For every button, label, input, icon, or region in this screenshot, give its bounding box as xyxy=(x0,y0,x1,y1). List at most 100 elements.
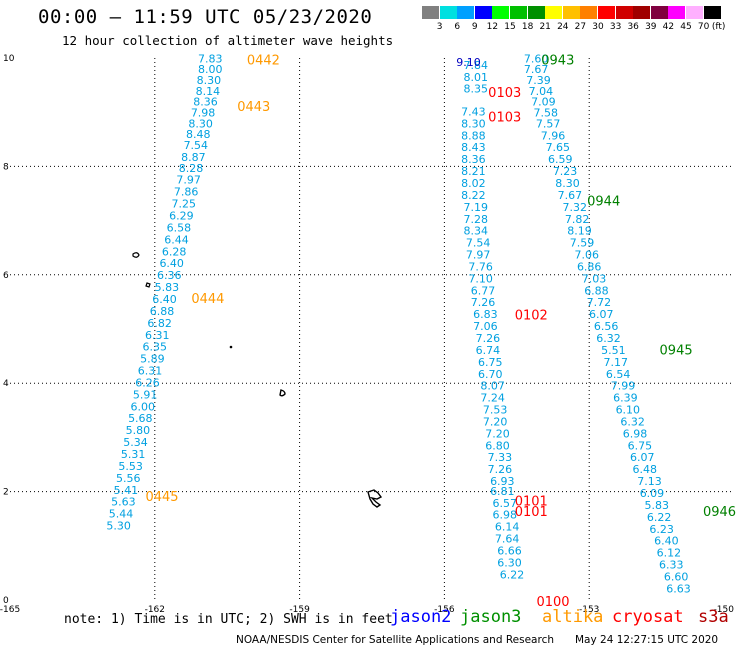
y-tick-label: 10 xyxy=(3,54,15,64)
wave-height-value: 7.24 xyxy=(480,392,505,405)
x-tick-label: -159 xyxy=(289,605,310,615)
wave-height-value: 6.75 xyxy=(628,439,653,452)
credit-text: NOAA/NESDIS Center for Satellite Applica… xyxy=(236,634,554,646)
wave-height-value: 6.75 xyxy=(478,356,503,369)
wave-height-value: 5.91 xyxy=(133,388,158,401)
legend-item-altika: altika xyxy=(542,607,604,627)
wave-height-value: 6.58 xyxy=(167,221,192,234)
wave-height-value: 6.57 xyxy=(492,497,517,510)
pass-time-label: 0101 xyxy=(515,505,548,520)
wave-height-value: 6.28 xyxy=(162,245,187,258)
wave-height-value: 5.34 xyxy=(123,436,148,449)
color-swatch xyxy=(580,6,598,19)
island-shape xyxy=(279,389,286,397)
wave-height-value: 8.30 xyxy=(188,117,213,130)
wave-height-value: 5.51 xyxy=(601,344,626,357)
color-swatch xyxy=(527,6,545,19)
wave-height-value: 8.30 xyxy=(197,74,222,87)
color-swatch xyxy=(703,6,721,19)
wave-height-value: 7.26 xyxy=(488,463,513,476)
wave-height-value: 6.32 xyxy=(620,415,645,428)
wave-height-value: 6.35 xyxy=(143,341,168,354)
pass-time-label: 0101 xyxy=(515,494,548,509)
wave-height-value: 7.13 xyxy=(637,475,662,488)
color-scale-label: 12 xyxy=(486,22,499,32)
wave-height-value: 5.41 xyxy=(114,484,139,497)
wave-height-value: 7.83 xyxy=(198,52,223,65)
wave-height-value: 6.44 xyxy=(164,233,189,246)
color-scale-label: 39 xyxy=(645,22,657,32)
color-scale-label: 6 xyxy=(454,22,461,32)
color-scale-label: 21 xyxy=(539,22,551,32)
wave-height-value: 5.56 xyxy=(116,472,141,485)
wave-height-value: 5.30 xyxy=(106,520,131,533)
wave-height-value: 7.32 xyxy=(562,201,587,214)
color-swatch xyxy=(422,6,439,19)
wave-height-value: 6.40 xyxy=(654,535,679,548)
wave-height-value: 7.28 xyxy=(464,213,489,226)
wave-height-value: 7.53 xyxy=(483,404,508,417)
wave-height-value: 6.56 xyxy=(594,320,619,333)
x-tick-label: -150 xyxy=(714,605,735,615)
wave-height-value: 6.07 xyxy=(589,308,614,321)
wave-height-value: 7.10 xyxy=(468,272,493,285)
island-shape xyxy=(132,252,140,258)
wave-height-value: 6.40 xyxy=(159,257,184,270)
wave-height-value: 6.74 xyxy=(476,344,501,357)
wave-height-value: 5.83 xyxy=(645,499,670,512)
wave-height-value: 8.30 xyxy=(461,117,486,130)
color-swatch xyxy=(562,6,580,19)
wave-height-value: 9.10 xyxy=(456,56,481,69)
wave-height-value: 7.97 xyxy=(466,249,491,262)
wave-height-value: 6.59 xyxy=(548,153,573,166)
color-scale-label: 24 xyxy=(557,22,569,32)
wave-height-value: 7.67 xyxy=(558,189,583,202)
y-tick-label: 4 xyxy=(3,379,9,389)
color-scale-label: 3 xyxy=(436,22,443,32)
y-tick-label: 2 xyxy=(3,488,9,498)
wave-height-value: 8.22 xyxy=(461,189,486,202)
color-scale-label: 27 xyxy=(574,22,587,32)
color-scale-label: 45 xyxy=(680,22,692,32)
wave-height-value: 6.31 xyxy=(145,329,170,342)
wave-height-value: 6.66 xyxy=(497,544,522,557)
altimeter-tracks: 7.838.008.308.148.367.988.308.487.548.87… xyxy=(106,52,690,595)
color-swatch xyxy=(668,6,686,19)
wave-height-value: 6.54 xyxy=(606,368,631,381)
x-tick-label: -156 xyxy=(434,605,455,615)
wave-height-value: 6.10 xyxy=(616,404,641,417)
wave-height-value: 8.30 xyxy=(555,177,580,190)
map-grid xyxy=(10,58,734,600)
page-subtitle: 12 hour collection of altimeter wave hei… xyxy=(62,33,394,48)
wave-height-value: 8.14 xyxy=(196,85,221,98)
pass-time-label: 0944 xyxy=(587,195,620,210)
color-swatch xyxy=(492,6,510,19)
wave-height-value: 5.63 xyxy=(111,496,136,509)
wave-height-value: 6.30 xyxy=(497,556,522,569)
wave-height-value: 6.88 xyxy=(584,284,609,297)
wave-height-value: 7.04 xyxy=(529,85,554,98)
color-swatch xyxy=(686,6,703,19)
wave-height-value: 7.65 xyxy=(546,141,571,154)
wave-height-value: 6.12 xyxy=(657,547,682,560)
wave-height-value: 7.99 xyxy=(611,380,636,393)
wave-height-value: 7.58 xyxy=(534,107,559,120)
color-swatch xyxy=(633,6,651,19)
wave-height-value: 7.33 xyxy=(488,451,513,464)
x-tick-label: -165 xyxy=(0,605,20,615)
legend-item-cryosat: cryosat xyxy=(612,607,684,627)
wave-height-value: 6.98 xyxy=(492,509,517,522)
wave-height-value: 7.23 xyxy=(553,165,578,178)
wave-height-value: 6.60 xyxy=(664,570,689,583)
wave-height-value: 7.98 xyxy=(191,107,216,120)
wave-height-value: 6.80 xyxy=(485,439,510,452)
coastline-islands xyxy=(132,252,383,508)
timestamp-text: May 24 12:27:15 UTC 2020 xyxy=(575,634,719,646)
wave-height-value: 8.00 xyxy=(198,63,223,76)
pass-time-labels: 0442 0443 0444 0445 0943 0944 0945 0946 0103 0103… xyxy=(145,54,736,610)
legend-item-jason2: jason2 xyxy=(390,607,452,627)
wave-height-value: 7.06 xyxy=(473,320,498,333)
color-swatch xyxy=(457,6,475,19)
wave-height-value: 7.96 xyxy=(541,129,566,142)
island-shape xyxy=(367,489,383,508)
